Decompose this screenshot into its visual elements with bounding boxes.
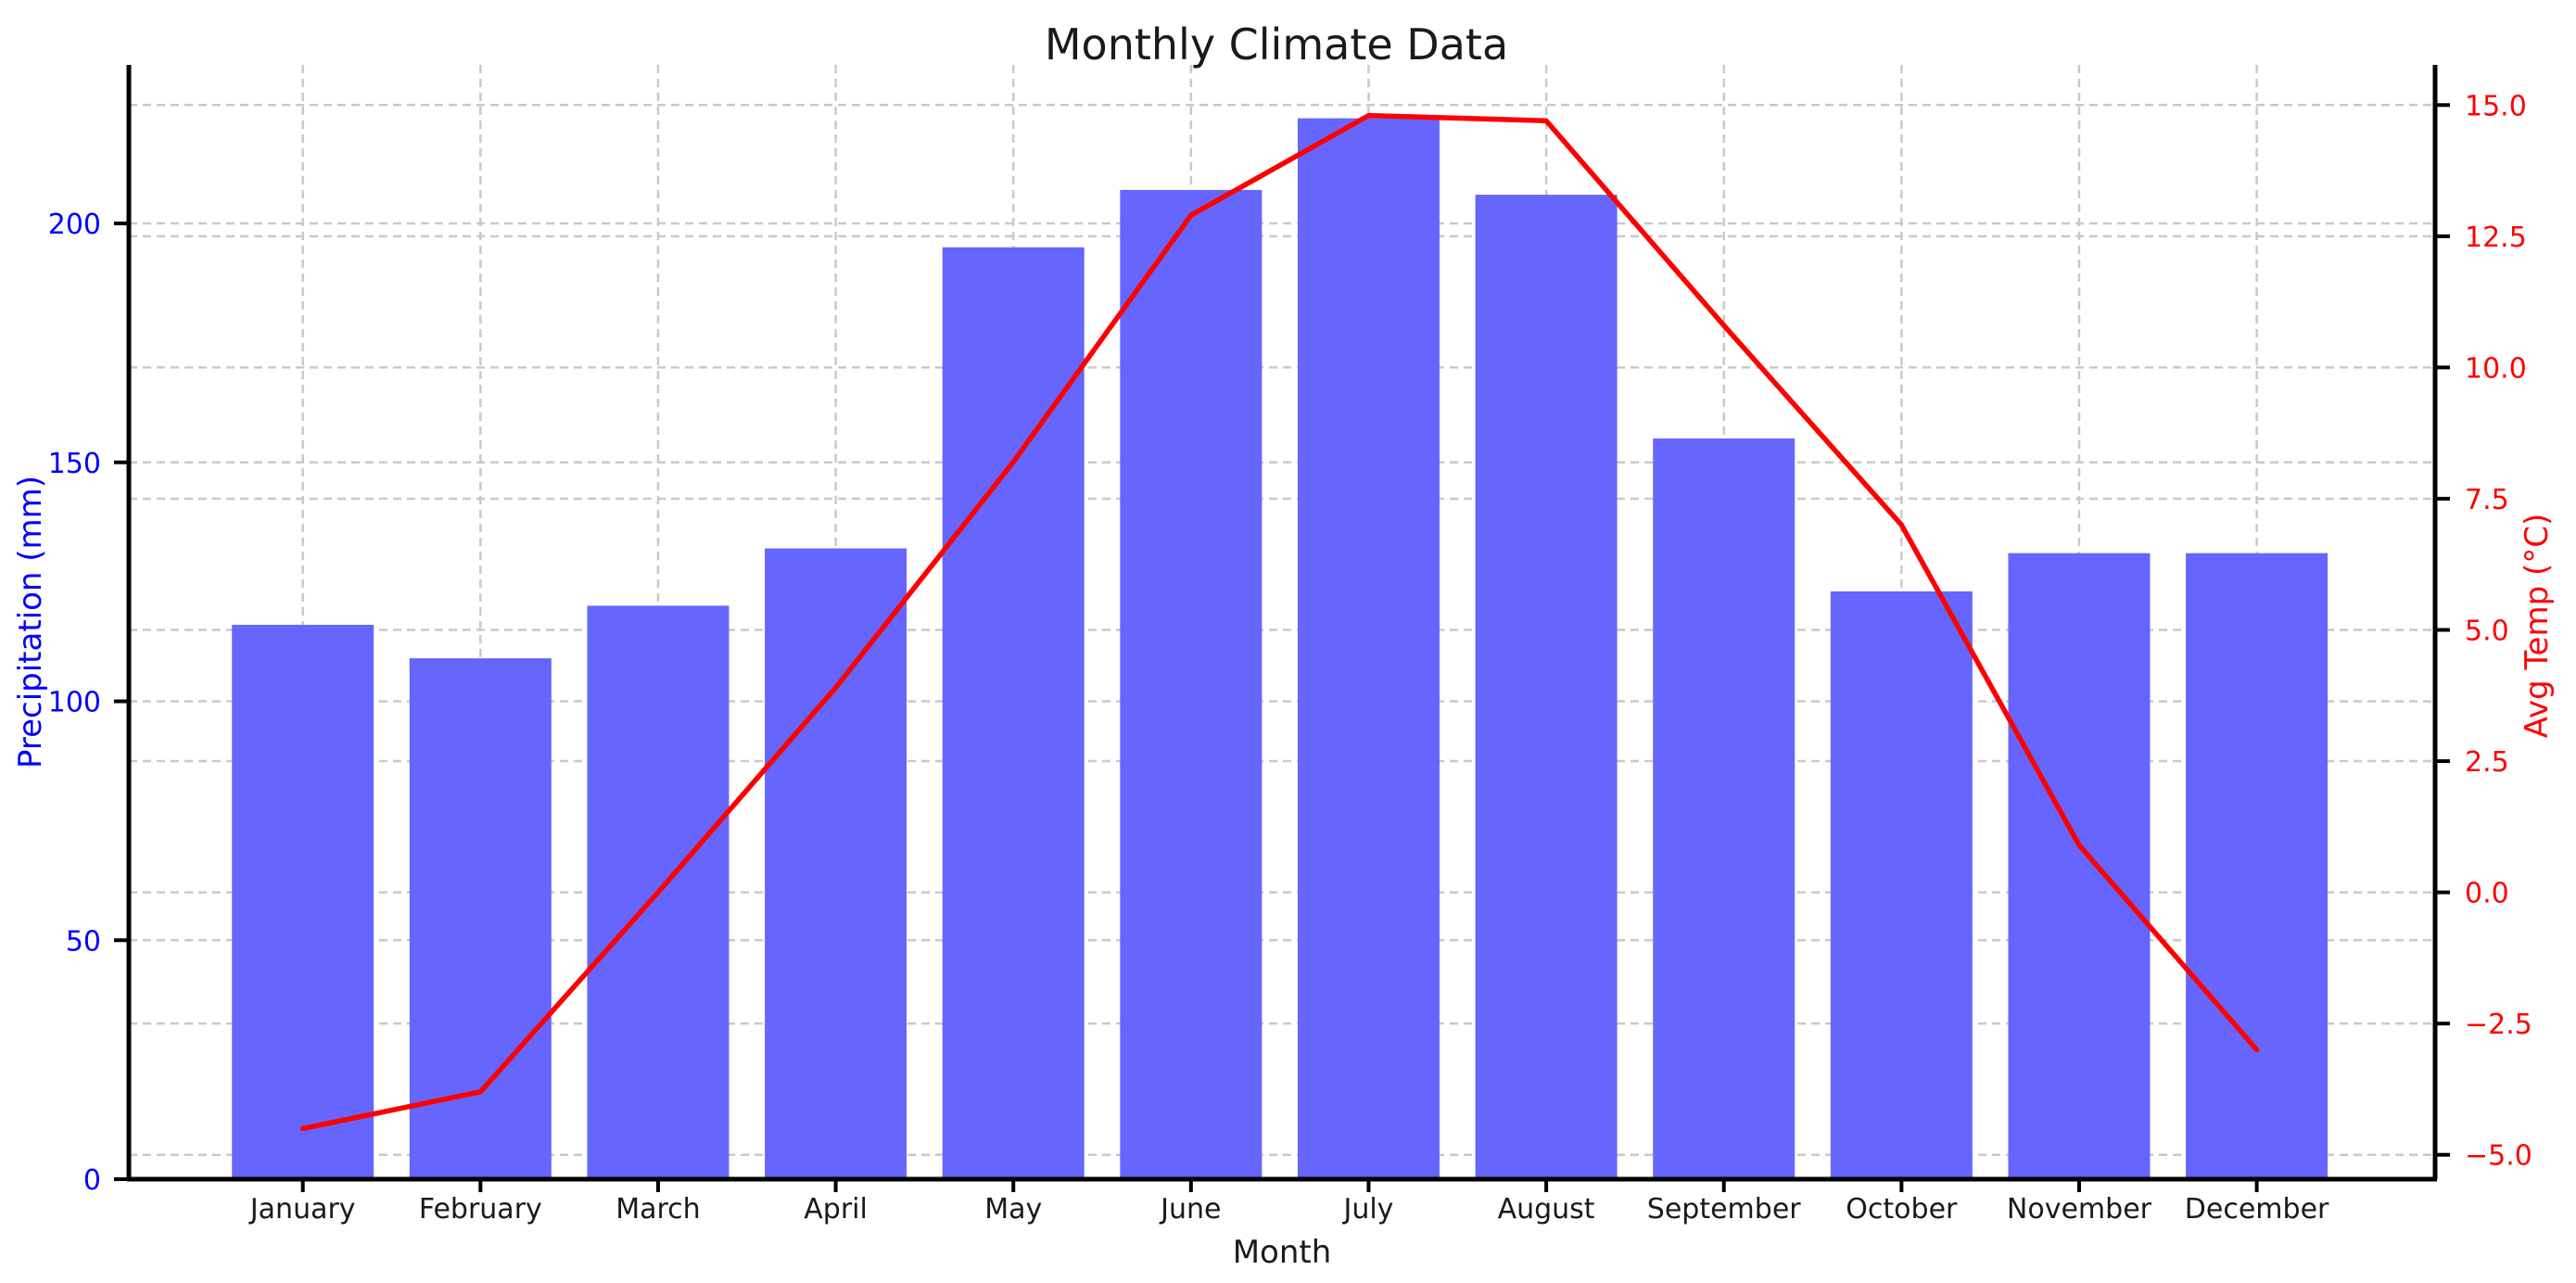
month-label-march: March [615,1193,700,1226]
right-tick-label-5: 5.0 [2465,616,2509,648]
bar-may [942,247,1085,1179]
right-tick-label-2.5: 2.5 [2465,746,2509,779]
left-tick-label-50: 50 [66,925,101,958]
axis-tick-labels: 0 50 100 150 200 −5.0 −2.5 0.0 2.5 5.0 7.5 10.0 12.5… [48,90,2532,1226]
bar-november [2008,553,2151,1179]
y-axis-label-right: Avg Temp (°C) [2519,514,2556,738]
right-tick-label-12.5: 12.5 [2465,222,2527,254]
month-label-september: September [1647,1193,1801,1226]
y-axis-label-left: Precipitation (mm) [12,476,49,769]
bar-december [2186,553,2329,1179]
month-label-august: August [1498,1193,1595,1226]
right-tick-label-15: 15.0 [2465,90,2527,122]
precipitation-bars [232,118,2329,1180]
temperature-line [299,112,2260,1132]
month-label-june: June [1159,1193,1221,1226]
right-tick-label--2.5: −2.5 [2465,1009,2532,1041]
month-label-february: February [419,1193,542,1226]
month-label-july: July [1341,1193,1393,1226]
x-axis-label: Month [1233,1234,1332,1271]
month-label-may: May [984,1193,1042,1226]
month-label-october: October [1846,1193,1958,1226]
month-label-december: December [2185,1193,2329,1226]
bar-april [765,548,907,1179]
avg-temp-line [299,112,2260,1132]
month-label-january: January [248,1193,356,1226]
bar-october [1830,591,1973,1179]
axes [114,65,2450,1192]
left-tick-label-100: 100 [48,687,101,719]
left-tick-label-150: 150 [48,448,101,480]
month-label-november: November [2007,1193,2152,1226]
right-tick-label--5: −5.0 [2465,1140,2532,1173]
right-tick-label-0: 0.0 [2465,878,2509,910]
bar-june [1120,189,1263,1179]
bar-january [232,625,374,1179]
left-tick-label-0: 0 [83,1164,101,1197]
left-tick-label-200: 200 [48,209,101,241]
bar-august [1475,195,1618,1179]
bar-july [1297,118,1440,1180]
right-tick-label-7.5: 7.5 [2465,484,2509,516]
month-label-april: April [804,1193,868,1226]
right-tick-label-10: 10.0 [2465,352,2527,385]
chart-title: Monthly Climate Data [1045,19,1508,70]
bar-september [1653,438,1796,1180]
